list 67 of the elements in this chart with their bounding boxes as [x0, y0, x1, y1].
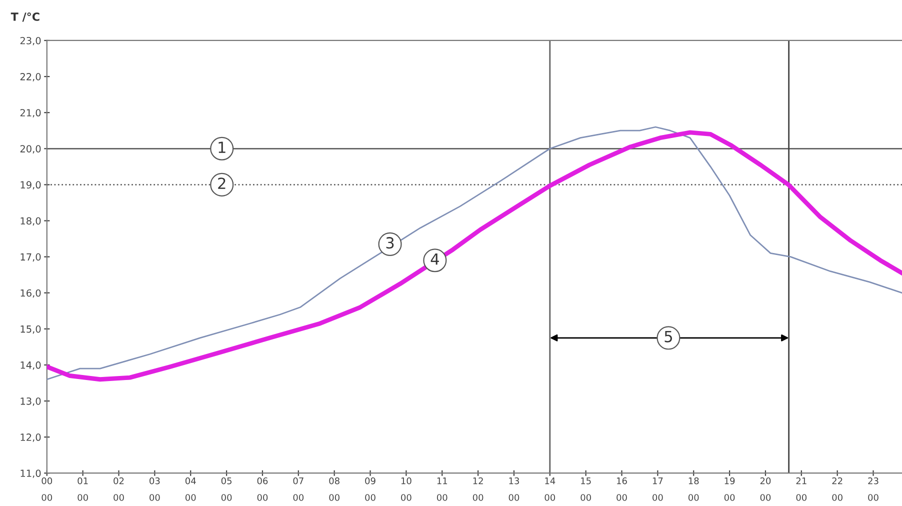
text: 00 [78, 494, 88, 501]
annotation: 1 [218, 142, 226, 153]
y-axis-title: T /°C [10, 12, 40, 22]
text: 00 [616, 494, 627, 501]
text: 00 [436, 494, 448, 501]
text: 00 [293, 494, 304, 501]
text: 00 [796, 494, 807, 501]
y-tick-label: 15,0 [20, 325, 41, 334]
y-tick-label: 20,0 [20, 145, 41, 154]
text: 00 [760, 494, 771, 501]
x-tick-label: 09 [365, 477, 376, 484]
x-tick-label: 10 [401, 477, 412, 484]
annotation: 2 [218, 178, 226, 189]
x-tick-label: 00 [42, 477, 52, 484]
x-tick-label: 08 [329, 477, 340, 484]
text: 00 [185, 494, 196, 501]
x-tick-label: 03 [150, 477, 160, 484]
x-tick-label: 05 [221, 477, 232, 484]
annotation: 3 [386, 237, 394, 249]
x-tick-label: 20 [760, 477, 771, 484]
text: 00 [150, 494, 160, 501]
x-tick-label: 23 [868, 477, 878, 484]
annotation: 4 [430, 253, 439, 265]
y-tick-label: 17,0 [20, 253, 41, 262]
text: 00 [42, 494, 52, 501]
text: 00 [688, 494, 699, 501]
text: 00 [257, 494, 268, 501]
text: 00 [114, 494, 124, 501]
x-tick-label: 15 [581, 478, 591, 484]
text: 00 [868, 494, 878, 501]
y-tick-label: 11,0 [20, 470, 41, 478]
y-tick-label: 16,0 [20, 289, 41, 298]
y-tick-label: 13,0 [20, 397, 41, 406]
x-tick-label: 16 [617, 477, 627, 484]
x-tick-label: 17 [652, 478, 663, 484]
text: 00 [401, 494, 412, 501]
text: 00 [329, 494, 340, 501]
annotation: 5 [664, 330, 672, 342]
x-tick-label: 22 [832, 477, 842, 484]
text: 00 [832, 494, 842, 501]
x-tick-label: 07 [293, 477, 304, 484]
text: 00 [652, 494, 663, 501]
x-tick-label: 13 [509, 477, 519, 484]
x-tick-label: 12 [473, 477, 483, 484]
x-tick-label: 01 [78, 477, 88, 484]
x-tick-label: 18 [688, 477, 699, 484]
text: 00 [365, 494, 376, 501]
x-tick-label: 02 [114, 477, 124, 484]
y-tick-label: 18,0 [20, 217, 41, 226]
text: 00 [508, 494, 520, 501]
y-tick-label: 14,0 [20, 361, 41, 370]
y-tick-label: 23,0 [20, 36, 41, 46]
y-tick-label: 12,0 [20, 434, 41, 442]
text: 00 [580, 494, 591, 501]
x-tick-label: 06 [257, 477, 268, 484]
text: 00 [221, 494, 232, 501]
y-tick-label: 22,0 [20, 73, 41, 82]
x-tick-label: 21 [796, 477, 806, 484]
y-tick-label: 21,0 [20, 109, 41, 118]
text: 00 [472, 494, 484, 501]
x-tick-label: 19 [724, 477, 735, 484]
y-tick-label: 19,0 [20, 181, 41, 190]
x-tick-label: 04 [185, 477, 196, 484]
x-tick-label: 14 [545, 478, 556, 484]
text: 00 [724, 494, 735, 501]
x-tick-label: 11 [437, 478, 448, 484]
text: 00 [544, 494, 556, 501]
